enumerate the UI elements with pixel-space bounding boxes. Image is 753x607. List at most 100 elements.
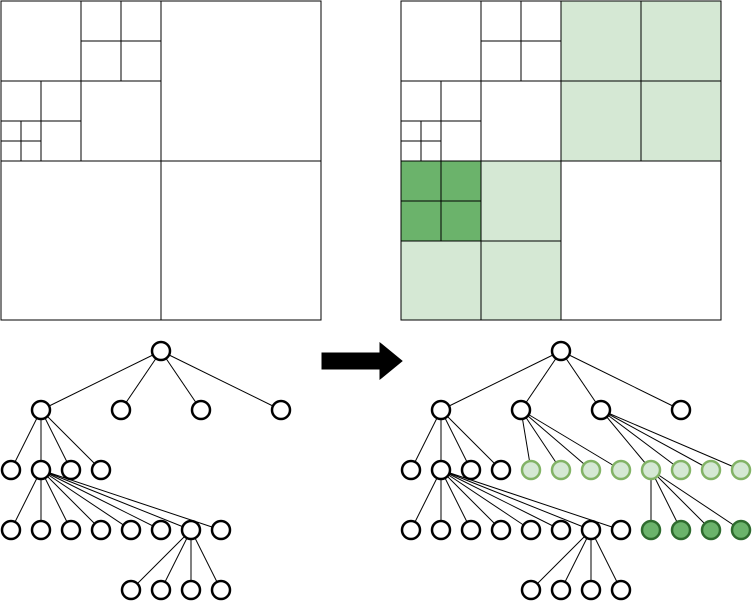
quad-cell — [520, 0, 562, 42]
tree-node-new — [700, 459, 722, 481]
quadtree-before-outline — [0, 0, 322, 321]
tree-node-new-dark — [700, 519, 722, 541]
tree-edge — [440, 409, 472, 471]
tree-node — [460, 519, 482, 541]
tree-node — [670, 399, 692, 421]
quad-cell — [80, 0, 122, 42]
quad-cell — [400, 140, 422, 162]
tree-node — [30, 459, 52, 481]
quad-cell — [160, 160, 322, 321]
tree-node-new — [610, 459, 632, 481]
quad-cell — [420, 120, 442, 142]
quad-cell — [40, 80, 82, 122]
quad-cell-refined — [560, 80, 642, 162]
quad-cell — [480, 0, 522, 42]
tree-node — [90, 519, 112, 541]
tree-node — [510, 399, 532, 421]
quad-cell — [120, 40, 162, 82]
tree-edge — [520, 350, 562, 411]
tree-node — [180, 519, 202, 541]
tree-node-new — [730, 459, 752, 481]
quad-cell-refined — [480, 160, 562, 242]
tree-node — [120, 519, 142, 541]
tree-node — [590, 399, 612, 421]
tree-node-new-dark — [670, 519, 692, 541]
tree-edge — [440, 350, 562, 411]
tree-root — [550, 340, 572, 362]
tree-node-new — [550, 459, 572, 481]
tree-edge — [650, 469, 742, 531]
tree-node — [0, 519, 22, 541]
tree-edge — [650, 469, 712, 531]
tree-edge — [600, 409, 712, 471]
quad-cell — [480, 80, 562, 162]
tree-edge — [160, 350, 282, 411]
tree-node — [580, 579, 602, 601]
tree-node — [60, 459, 82, 481]
tree-node-new — [580, 459, 602, 481]
quadtree-after-outline — [400, 0, 722, 321]
tree-node-new — [640, 459, 662, 481]
tree-edge — [560, 529, 592, 591]
quad-cell — [560, 160, 722, 321]
tree-edge — [130, 529, 192, 591]
tree-node-new-dark — [730, 519, 752, 541]
quad-cell-refined-dark — [400, 160, 442, 202]
tree-node — [150, 579, 172, 601]
tree-node — [400, 459, 422, 481]
tree-node — [270, 399, 292, 421]
tree-edge — [40, 469, 162, 531]
tree-edge — [530, 529, 592, 591]
quad-cell-refined — [640, 80, 722, 162]
tree-node — [520, 579, 542, 601]
tree-node-new-dark — [640, 519, 662, 541]
quad-cell-refined — [400, 240, 482, 321]
tree-edge — [40, 409, 102, 471]
tree-edge — [440, 469, 562, 531]
tree-node — [520, 519, 542, 541]
quad-cell — [0, 80, 42, 122]
tree-node-new — [520, 459, 542, 481]
tree-edge — [40, 469, 192, 531]
quad-cell — [40, 120, 82, 162]
tree-node — [110, 399, 132, 421]
tree-edge — [590, 529, 622, 591]
right-arrow — [321, 341, 403, 381]
tree-node — [430, 399, 452, 421]
quad-cell-refined-dark — [400, 200, 442, 242]
quad-cell — [400, 0, 482, 82]
tree-edge — [440, 469, 502, 531]
tree-node — [400, 519, 422, 541]
quad-cell-refined — [560, 0, 642, 82]
tree-edge — [40, 350, 162, 411]
tree-node — [150, 519, 172, 541]
tree-edge — [40, 469, 72, 531]
tree-edge — [520, 409, 622, 471]
tree-edge — [560, 350, 682, 411]
tree-node — [210, 579, 232, 601]
tree-node — [550, 579, 572, 601]
tree-edge — [160, 350, 202, 411]
tree-node — [210, 519, 232, 541]
tree-node — [610, 519, 632, 541]
tree-edge — [410, 409, 442, 471]
tree-node — [120, 579, 142, 601]
tree-edge — [10, 409, 42, 471]
quad-cell — [80, 40, 122, 82]
tree-edge — [160, 529, 192, 591]
quad-cell — [0, 120, 22, 142]
tree-node — [490, 519, 512, 541]
tree-edge — [40, 469, 132, 531]
tree-node — [460, 459, 482, 481]
quad-cell-refined — [640, 0, 722, 82]
tree-edge — [10, 469, 42, 531]
quad-cell — [160, 0, 322, 162]
tree-edge — [560, 350, 602, 411]
tree-node — [190, 399, 212, 421]
tree-node — [90, 459, 112, 481]
tree-edge — [40, 409, 72, 471]
quad-cell — [400, 80, 442, 122]
tree-node — [430, 519, 452, 541]
quad-cell — [480, 40, 522, 82]
tree-edge — [410, 469, 442, 531]
